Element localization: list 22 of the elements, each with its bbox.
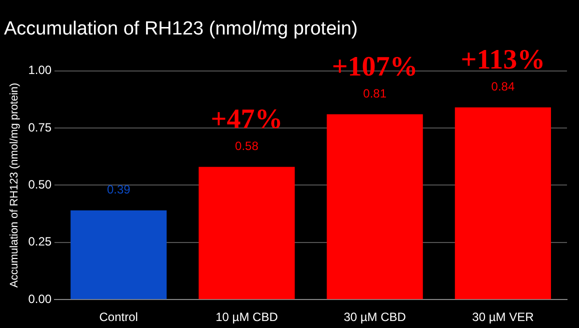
x-tick-label: 30 µM VER — [472, 310, 534, 324]
y-tick-label: 0.00 — [28, 292, 52, 306]
data-label: 0.58 — [235, 139, 259, 154]
annotation: +47% — [210, 104, 283, 136]
chart-title: Accumulation of RH123 (nmol/mg protein) — [4, 18, 358, 40]
y-tick-label: 1.00 — [28, 63, 52, 78]
bar — [198, 166, 295, 300]
y-tick-label: 0.50 — [28, 178, 52, 192]
y-tick-label: 0.75 — [28, 120, 52, 134]
bar — [454, 107, 551, 300]
bar — [70, 210, 167, 300]
data-label: 0.84 — [491, 80, 515, 94]
x-tick-label: Control — [99, 310, 138, 324]
annotation: +113% — [460, 44, 546, 76]
data-label: 0.81 — [363, 86, 387, 101]
y-axis-title: Accumulation of RH123 (nmol/mg protein) — [8, 82, 21, 288]
bar — [326, 114, 423, 300]
x-tick-label: 30 µM CBD — [344, 310, 406, 324]
data-label: 0.39 — [106, 182, 131, 197]
x-tick-label: 10 µM CBD — [216, 310, 278, 324]
annotation: +107% — [332, 52, 418, 83]
y-tick-label: 0.25 — [28, 234, 52, 249]
